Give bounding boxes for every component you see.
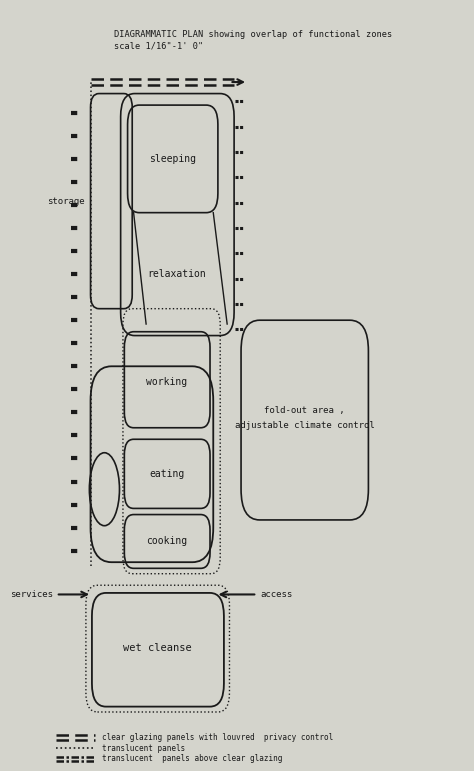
Text: sleeping: sleeping [149,154,196,164]
Text: DIAGRAMMATIC PLAN showing overlap of functional zones: DIAGRAMMATIC PLAN showing overlap of fun… [114,30,392,39]
Text: translucent  panels above clear glazing: translucent panels above clear glazing [102,754,283,763]
Text: relaxation: relaxation [147,269,206,279]
Text: wet cleanse: wet cleanse [123,643,192,653]
Text: clear glazing panels with louvred  privacy control: clear glazing panels with louvred privac… [102,733,333,742]
Text: translucent panels: translucent panels [102,743,185,752]
Text: cooking: cooking [146,537,188,547]
Text: eating: eating [149,469,184,479]
Text: scale 1/16"-1' 0": scale 1/16"-1' 0" [114,42,203,50]
Text: access: access [261,590,293,599]
Text: adjustable climate control: adjustable climate control [235,421,374,430]
Text: services: services [10,590,54,599]
Text: storage: storage [47,197,84,206]
Text: fold-out area ,: fold-out area , [264,406,345,415]
Text: working: working [146,377,188,387]
